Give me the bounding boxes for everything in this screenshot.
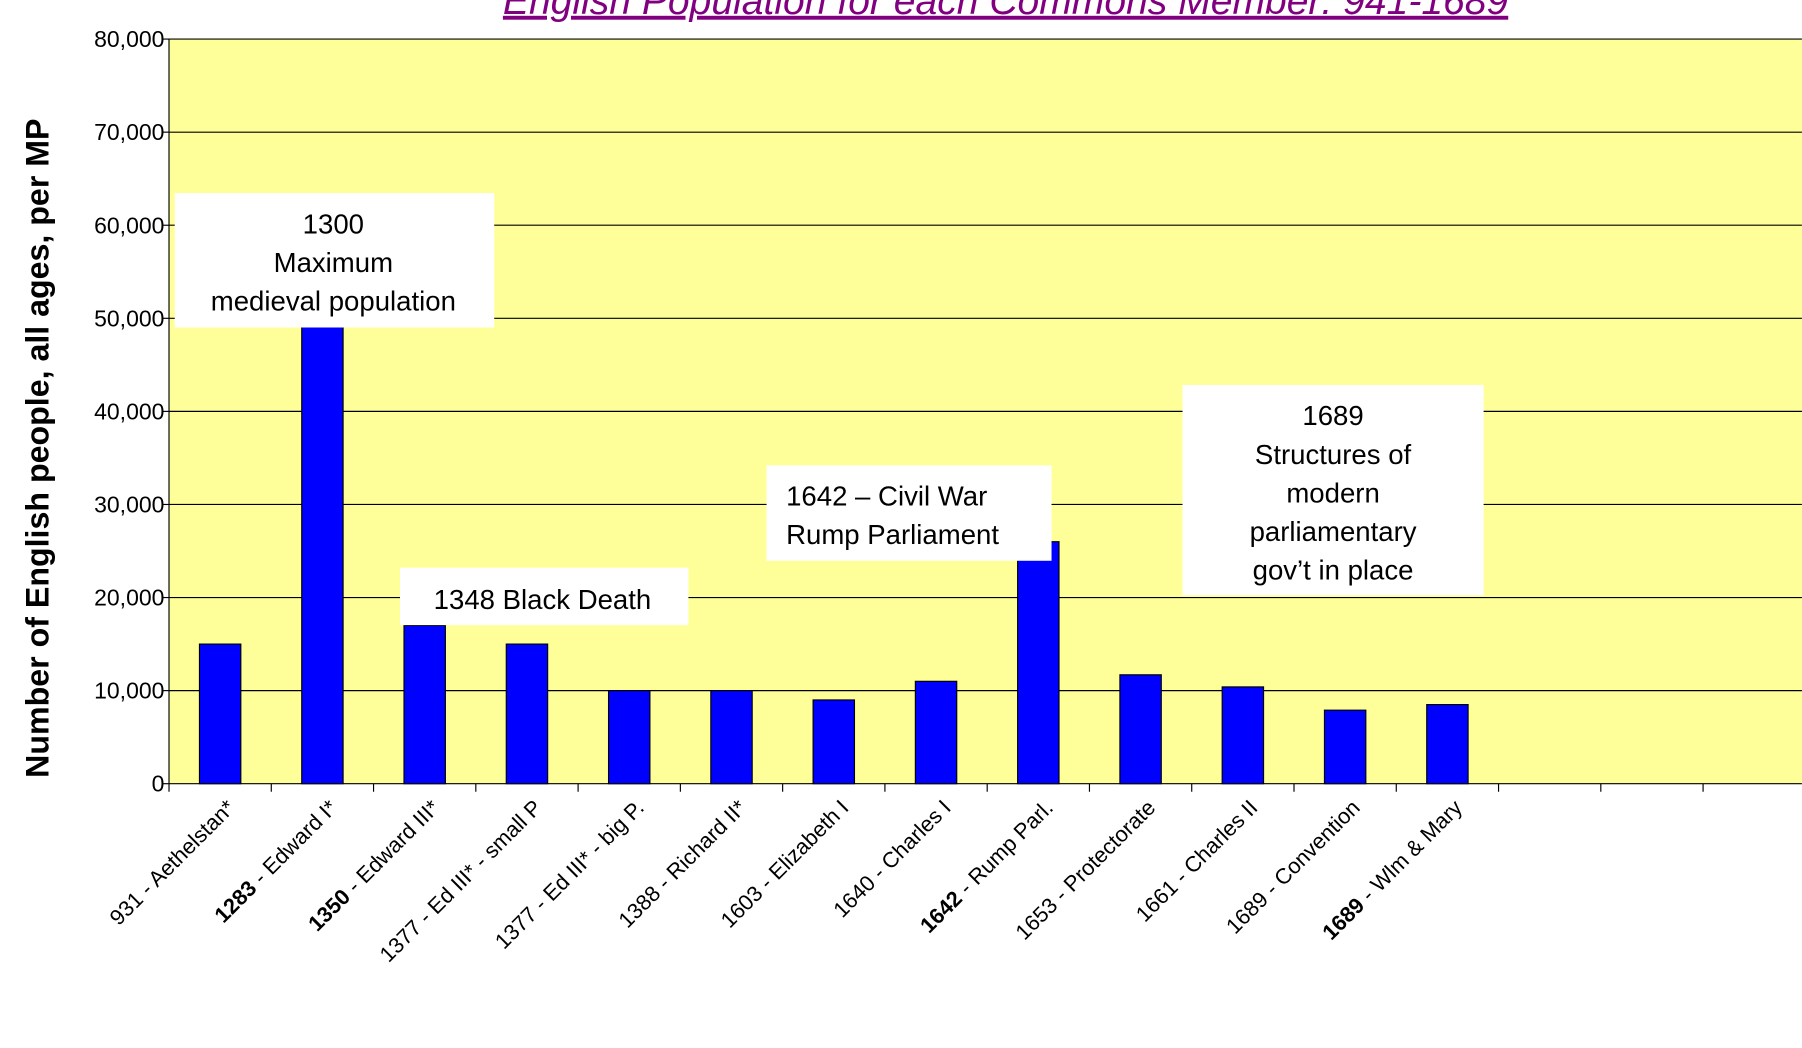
annotation-text: 1642 – Civil War [786, 481, 987, 512]
y-tick-label: 80,000 [94, 26, 164, 52]
annotation-box [1182, 384, 1484, 596]
annotation-text: Rump Parliament [786, 519, 999, 550]
annotation-text: gov’t in place [1253, 555, 1414, 586]
annotation-text: 1348 Black Death [434, 584, 652, 615]
bar [1426, 704, 1469, 785]
y-axis-label: Number of English people, all ages, per … [19, 118, 55, 777]
y-tick-label: 60,000 [94, 212, 164, 238]
annotation-text: 1689 [1302, 400, 1363, 431]
bar [1221, 686, 1265, 785]
bar [1017, 541, 1060, 785]
bar [198, 643, 242, 785]
bar [914, 680, 958, 785]
y-tick-label: 40,000 [94, 398, 164, 424]
annotation-text: Structures of [1255, 439, 1412, 470]
bar [505, 643, 549, 785]
y-tick-label: 30,000 [94, 492, 164, 518]
chart-title: English Population for each Commons Memb… [503, 0, 1508, 23]
y-tick-label: 20,000 [94, 585, 164, 611]
y-tick-label: 10,000 [94, 678, 164, 704]
annotation-text: medieval population [211, 285, 456, 316]
annotation-box [399, 567, 689, 626]
bar [607, 690, 651, 785]
annotation-text: parliamentary [1250, 516, 1417, 547]
bar [1119, 674, 1162, 785]
y-tick-label: 0 [152, 771, 165, 797]
bar [301, 299, 344, 785]
annotation-text: modern [1286, 477, 1379, 508]
bar [1323, 709, 1367, 785]
annotation-box [766, 465, 1052, 561]
bar [812, 699, 856, 785]
annotation-box [174, 193, 495, 328]
bar [403, 624, 446, 785]
annotation-text: 1300 [303, 208, 364, 239]
annotation-text: Maximum [274, 247, 393, 278]
y-tick-label: 70,000 [94, 119, 164, 145]
y-tick-label: 50,000 [94, 305, 164, 331]
bar [710, 690, 753, 785]
